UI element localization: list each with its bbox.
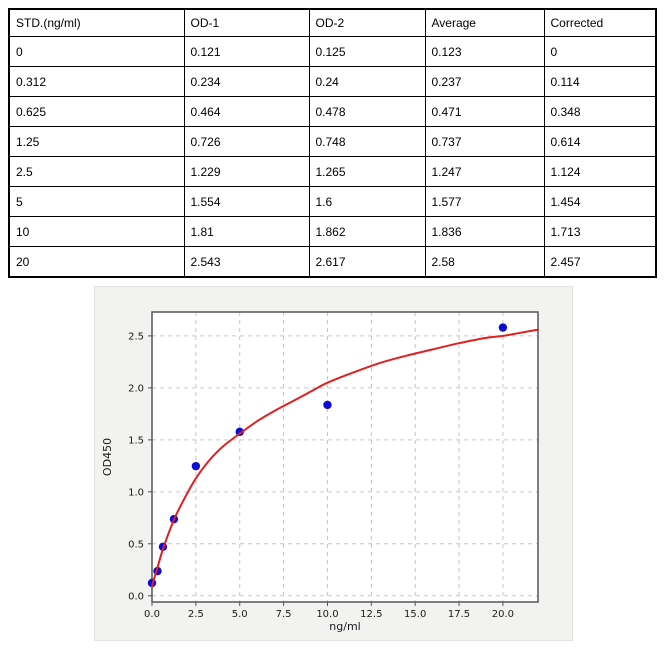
table-cell: 1.81 <box>183 216 310 247</box>
table-row: 5 1.554 1.6 1.577 1.454 <box>8 186 657 217</box>
table-cell: 0 <box>8 36 185 67</box>
table-cell: 0.726 <box>183 126 310 157</box>
data-point <box>498 323 508 332</box>
table-cell: 2.617 <box>308 246 426 278</box>
standard-curve-plot: 0.0 2.5 5.0 7.5 10.0 12.5 15.0 17.5 20.0 0.0 0.5 1.… <box>95 287 572 640</box>
y-tick-label: 2.0 <box>128 383 144 394</box>
table-cell: 0.737 <box>424 126 545 157</box>
standard-curve-figure: 0.0 2.5 5.0 7.5 10.0 12.5 15.0 17.5 20.0 0.0 0.5 1.… <box>94 286 573 641</box>
y-tick-label: 2.5 <box>128 331 144 342</box>
standards-table-container: STD.(ng/ml) OD-1 OD-2 Average Corrected … <box>8 8 657 278</box>
table-cell: 0.478 <box>308 96 426 127</box>
x-axis-label: ng/ml <box>329 620 360 633</box>
table-cell: 1.554 <box>183 186 310 217</box>
table-cell: 1.247 <box>424 156 545 187</box>
table-row: 0.312 0.234 0.24 0.237 0.114 <box>8 66 657 97</box>
table-cell: 0.123 <box>424 36 545 67</box>
table-cell: 0.24 <box>308 66 426 97</box>
table-cell: 0.614 <box>543 126 657 157</box>
table-cell: 0.348 <box>543 96 657 127</box>
table-cell: 20 <box>8 246 185 278</box>
table-cell: 0.237 <box>424 66 545 97</box>
table-cell: 1.454 <box>543 186 657 217</box>
data-point <box>323 400 332 410</box>
table-cell: 0.748 <box>308 126 426 157</box>
table-cell: 1.6 <box>308 186 426 217</box>
table-row: 20 2.543 2.617 2.58 2.457 <box>8 246 657 278</box>
table-cell: 0.625 <box>8 96 185 127</box>
x-tick-label: 15.0 <box>404 609 426 620</box>
x-tick-label: 17.5 <box>448 609 470 620</box>
table-cell: 0.234 <box>183 66 310 97</box>
table-cell: 1.265 <box>308 156 426 187</box>
table-cell: 0.114 <box>543 66 657 97</box>
table-cell: 0 <box>543 36 657 67</box>
fit-curve-line <box>151 328 539 588</box>
table-cell: 1.836 <box>424 216 545 247</box>
x-tick-label: 10.0 <box>316 609 338 620</box>
table-row: 10 1.81 1.862 1.836 1.713 <box>8 216 657 247</box>
plot-spines <box>151 311 539 603</box>
y-tick-label: 1.5 <box>128 435 144 446</box>
table-cell: 2.457 <box>543 246 657 278</box>
column-header-od2: OD-2 <box>308 8 426 37</box>
table-cell: 1.25 <box>8 126 185 157</box>
x-tick-label: 7.5 <box>276 609 292 620</box>
table-cell: 2.543 <box>183 246 310 278</box>
column-header-od1: OD-1 <box>183 8 310 37</box>
table-cell: 5 <box>8 186 185 217</box>
standards-table: STD.(ng/ml) OD-1 OD-2 Average Corrected … <box>8 8 657 278</box>
table-cell: 1.124 <box>543 156 657 187</box>
column-header-corrected: Corrected <box>543 8 657 37</box>
table-cell: 2.58 <box>424 246 545 278</box>
table-cell: 0.125 <box>308 36 426 67</box>
column-header-std: STD.(ng/ml) <box>8 8 185 37</box>
y-tick-label: 0.0 <box>128 591 144 602</box>
table-row: 0.625 0.464 0.478 0.471 0.348 <box>8 96 657 127</box>
x-tick-label: 2.5 <box>188 609 204 620</box>
column-header-average: Average <box>424 8 545 37</box>
plot-background <box>152 312 538 602</box>
table-cell: 2.5 <box>8 156 185 187</box>
table-cell: 0.471 <box>424 96 545 127</box>
table-cell: 1.713 <box>543 216 657 247</box>
table-row: 0 0.121 0.125 0.123 0 <box>8 36 657 67</box>
table-cell: 0.121 <box>183 36 310 67</box>
y-axis-label: OD450 <box>101 438 114 476</box>
x-tick-label: 5.0 <box>232 609 248 620</box>
table-header-row: STD.(ng/ml) OD-1 OD-2 Average Corrected <box>8 8 657 37</box>
table-row: 1.25 0.726 0.748 0.737 0.614 <box>8 126 657 157</box>
x-tick-label: 0.0 <box>144 609 160 620</box>
x-tick-label: 20.0 <box>492 609 514 620</box>
y-tick-label: 1.0 <box>128 487 144 498</box>
table-cell: 0.464 <box>183 96 310 127</box>
x-tick-label: 12.5 <box>360 609 382 620</box>
table-cell: 1.229 <box>183 156 310 187</box>
table-cell: 0.312 <box>8 66 185 97</box>
table-cell: 10 <box>8 216 185 247</box>
table-cell: 1.577 <box>424 186 545 217</box>
data-point <box>191 461 201 471</box>
table-row: 2.5 1.229 1.265 1.247 1.124 <box>8 156 657 187</box>
y-tick-label: 0.5 <box>128 539 144 550</box>
table-cell: 1.862 <box>308 216 426 247</box>
